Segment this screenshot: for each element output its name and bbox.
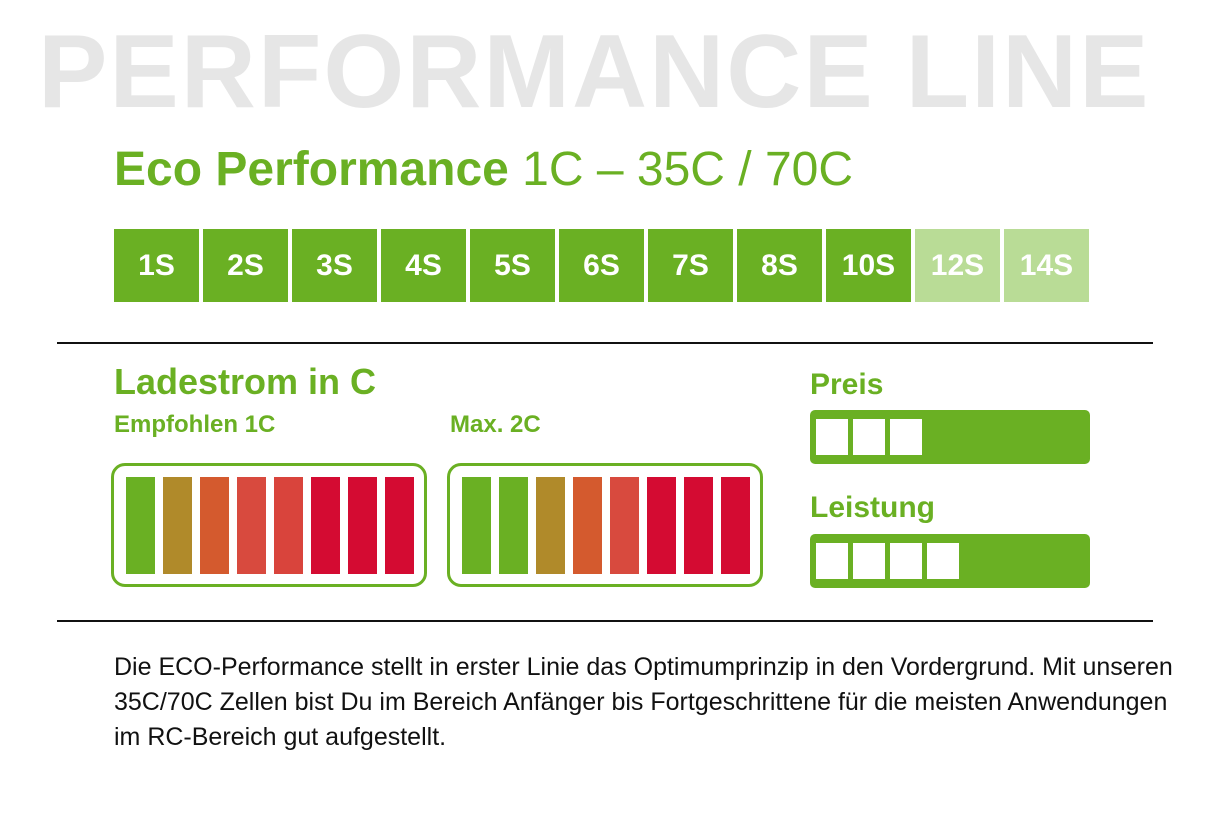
cell-count-1s: 1S xyxy=(114,229,199,302)
performance-rating-bar xyxy=(810,534,1090,588)
max-meter-segment xyxy=(721,476,750,574)
recommended-meter-segment xyxy=(274,476,303,574)
recommended-meter-segment xyxy=(163,476,192,574)
max-meter-segment xyxy=(462,476,491,574)
max-meter-segment xyxy=(536,476,565,574)
cell-count-5s: 5S xyxy=(470,229,555,302)
cell-count-3s: 3S xyxy=(292,229,377,302)
cell-count-8s: 8S xyxy=(737,229,822,302)
cell-count-6s: 6S xyxy=(559,229,644,302)
max-meter-segment xyxy=(684,476,713,574)
price-label: Preis xyxy=(810,368,884,401)
divider-top xyxy=(57,342,1153,344)
cell-count-14s: 14S xyxy=(1004,229,1089,302)
cell-count-10s: 10S xyxy=(826,229,911,302)
cell-count-2s: 2S xyxy=(203,229,288,302)
divider-bottom xyxy=(57,620,1153,622)
cell-count-4s: 4S xyxy=(381,229,466,302)
max-meter-segment xyxy=(610,476,639,574)
recommended-charge-meter xyxy=(111,463,427,587)
performance-level-box xyxy=(816,543,848,579)
product-name: Eco Performance xyxy=(114,143,509,196)
price-rating-bar xyxy=(810,410,1090,464)
performance-level-box xyxy=(890,543,922,579)
description-text: Die ECO-Performance stellt in erster Lin… xyxy=(114,653,1173,751)
max-meter-segment xyxy=(573,476,602,574)
recommended-meter-segment xyxy=(385,476,414,574)
recommended-meter-segment xyxy=(200,476,229,574)
charging-title: Ladestrom in C xyxy=(114,361,377,402)
background-title: PERFORMANCE LINE xyxy=(38,14,1151,130)
recommended-meter-segment xyxy=(126,476,155,574)
cell-count-7s: 7S xyxy=(648,229,733,302)
cell-count-list: 1S 2S 3S 4S 5S 6S 7S 8S 10S 12S 14S xyxy=(114,229,1093,302)
recommended-meter-segment xyxy=(311,476,340,574)
performance-level-box xyxy=(853,543,885,579)
max-label: Max. 2C xyxy=(450,411,541,438)
price-level-box xyxy=(853,419,885,455)
price-level-box xyxy=(816,419,848,455)
performance-level-box xyxy=(927,543,959,579)
recommended-label: Empfohlen 1C xyxy=(114,411,276,438)
max-meter-segment xyxy=(499,476,528,574)
product-spec: 1C – 35C / 70C xyxy=(522,143,854,196)
recommended-meter-segment xyxy=(237,476,266,574)
performance-label: Leistung xyxy=(810,491,935,524)
max-charge-meter xyxy=(447,463,763,587)
cell-count-12s: 12S xyxy=(915,229,1000,302)
product-heading: Eco Performance 1C – 35C / 70C xyxy=(114,146,853,194)
price-level-box xyxy=(890,419,922,455)
max-meter-segment xyxy=(647,476,676,574)
recommended-meter-segment xyxy=(348,476,377,574)
